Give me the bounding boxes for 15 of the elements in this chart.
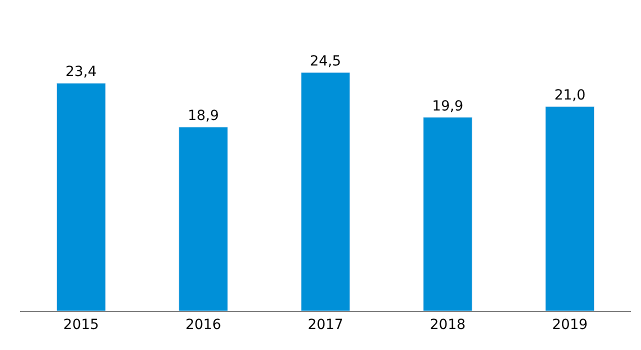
- data-label: 23,4: [65, 64, 97, 80]
- x-tick-label: 2016: [185, 316, 222, 333]
- bar: [545, 106, 595, 311]
- x-tick-label: 2015: [63, 316, 99, 333]
- bar: [423, 117, 472, 311]
- x-tick-label: 2017: [308, 316, 344, 333]
- x-tick-label: 2018: [430, 316, 466, 333]
- bar: [56, 82, 106, 311]
- data-label: 19,9: [432, 98, 464, 114]
- data-label: 21,0: [554, 88, 586, 104]
- data-label: 18,9: [188, 108, 219, 124]
- x-tick-label: 2019: [552, 316, 588, 333]
- data-label: 24,5: [310, 53, 342, 70]
- bar: [178, 126, 228, 311]
- bar: [300, 72, 350, 311]
